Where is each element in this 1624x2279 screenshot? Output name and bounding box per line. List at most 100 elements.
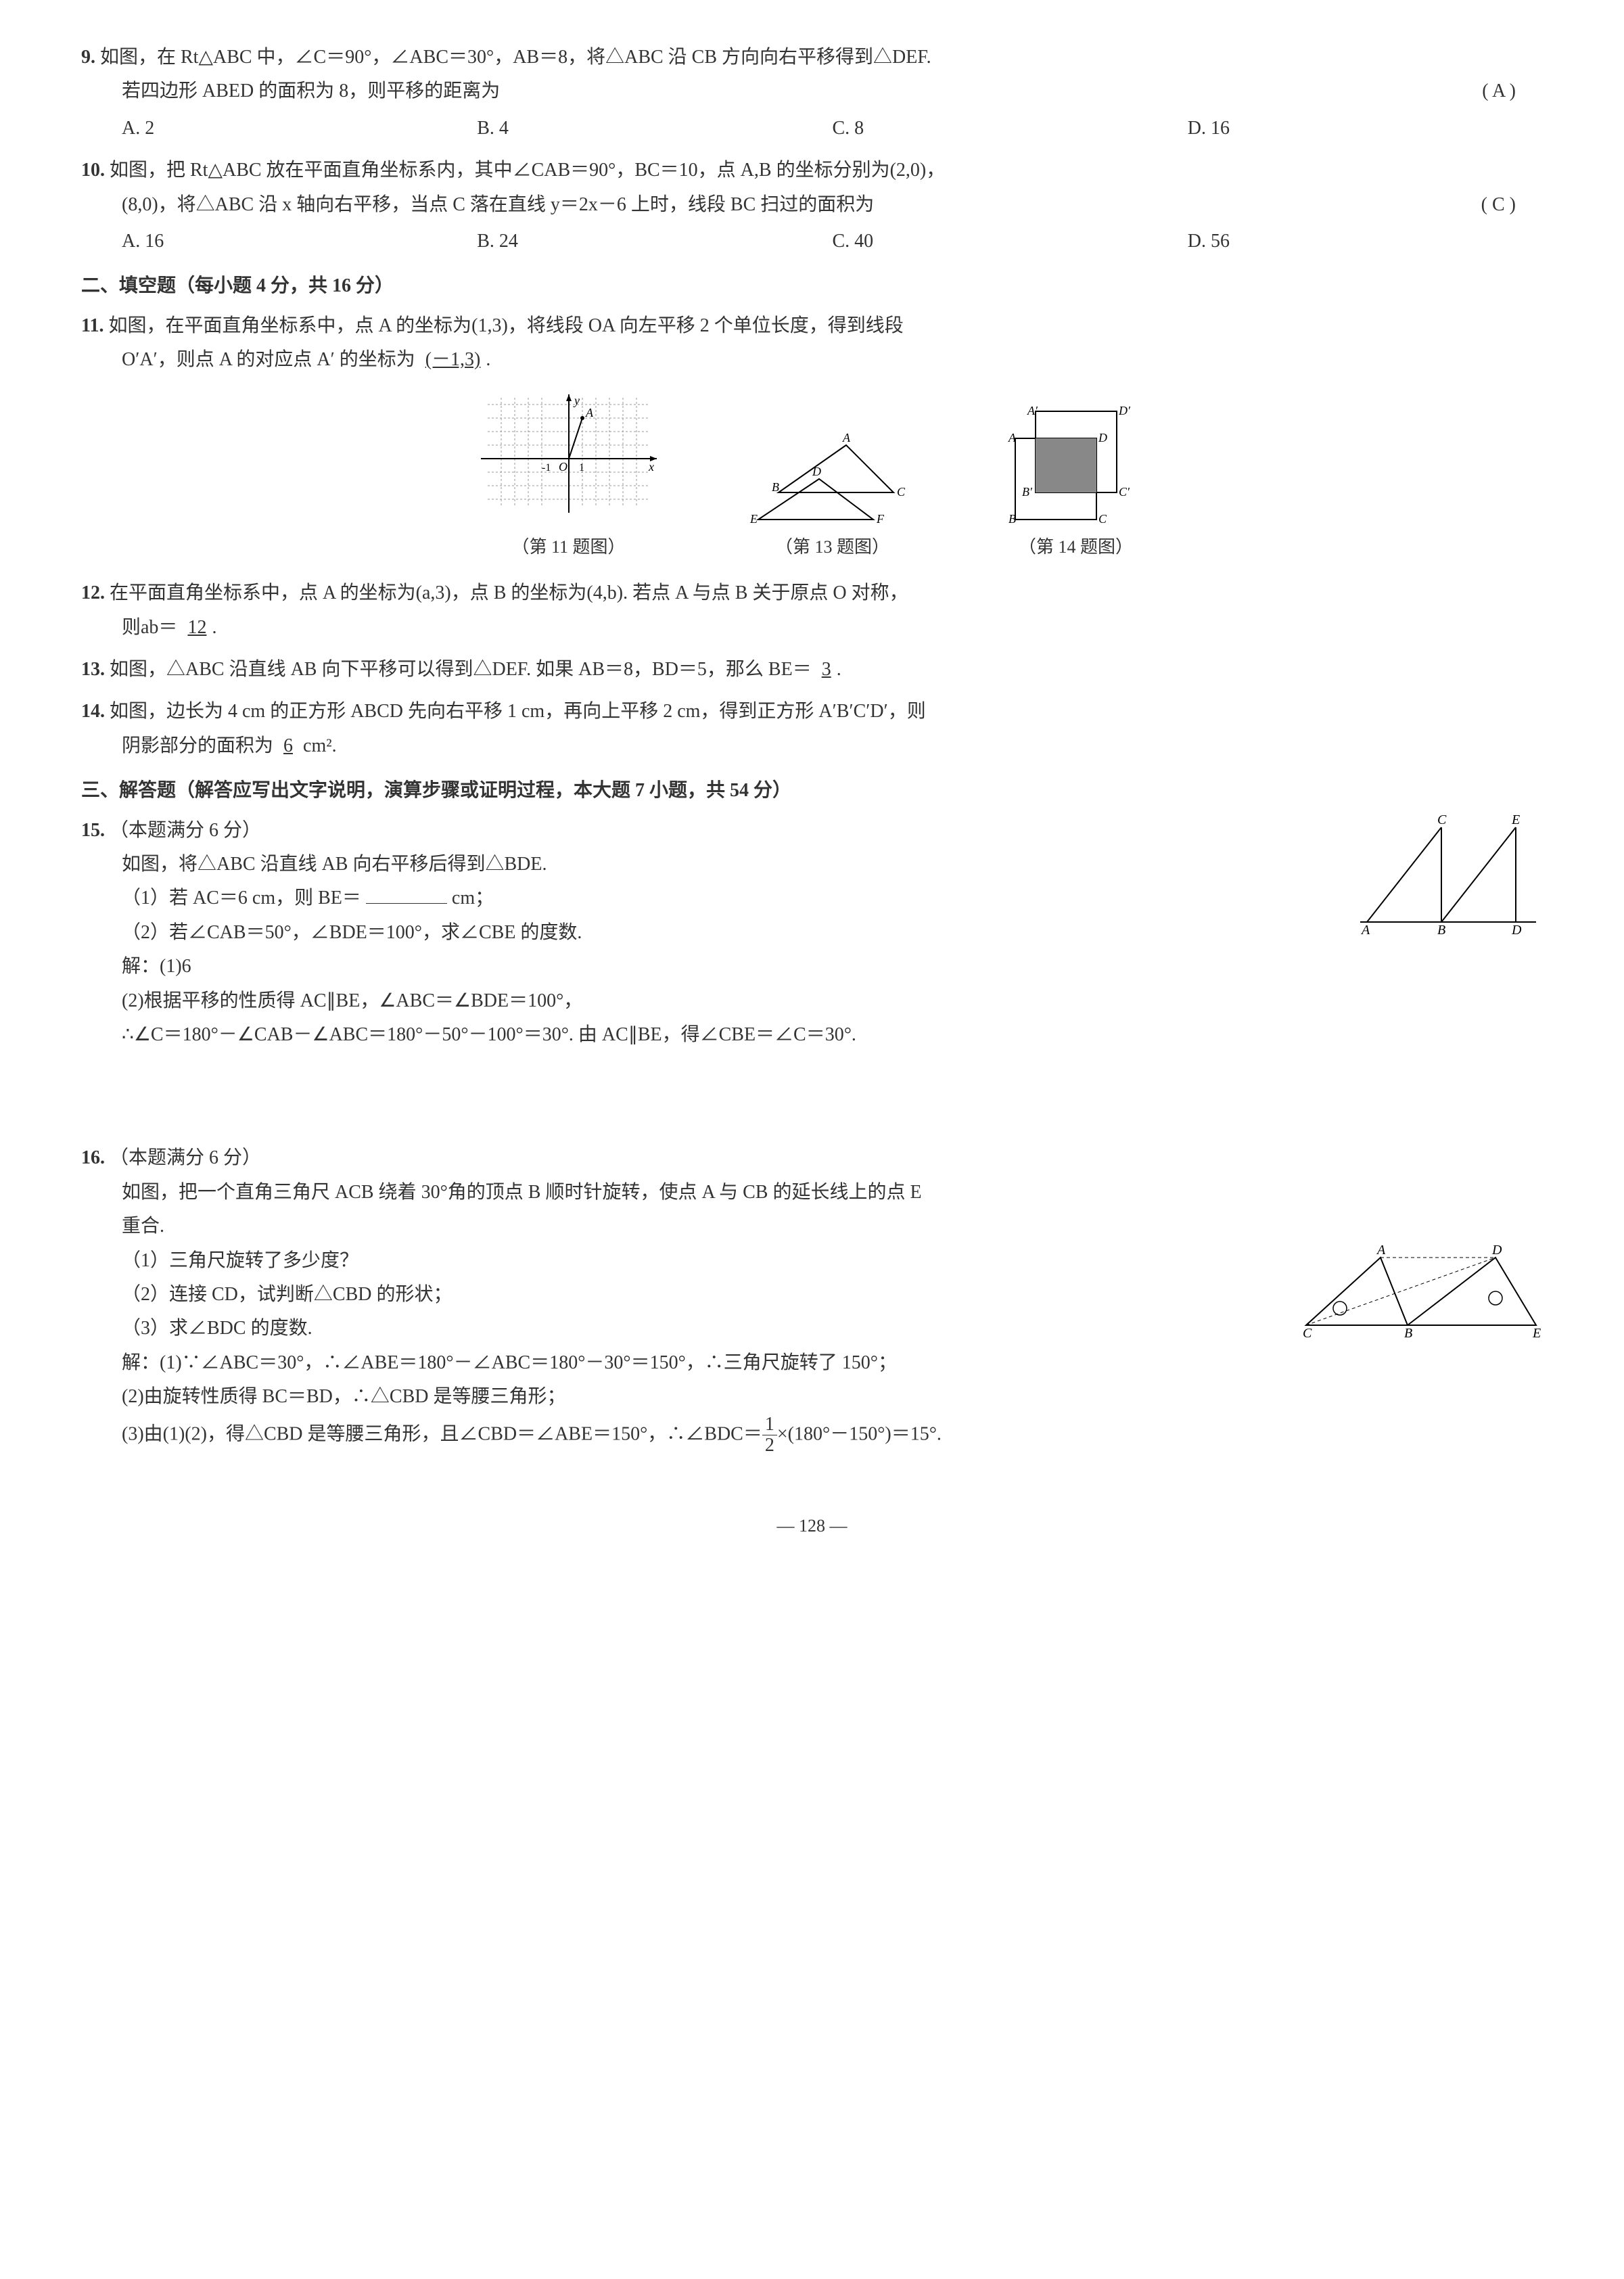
q16-sol1: (1)∵∠ABC＝30°，∴∠ABE＝180°－∠ABC＝180°－30°＝15…: [160, 1352, 897, 1373]
q9-options: A. 2 B. 4 C. 8 D. 16: [81, 112, 1543, 145]
svg-text:C′: C′: [1119, 485, 1130, 499]
q10-text1: 如图，把 Rt△ABC 放在平面直角坐标系内，其中∠CAB＝90°，BC＝10，…: [110, 160, 945, 181]
q15-sol3: ∴∠C＝180°－∠CAB－∠ABC＝180°－50°－100°＝30°. 由 …: [81, 1018, 1543, 1052]
svg-text:D: D: [812, 465, 821, 478]
q9-optC: C. 8: [833, 112, 1188, 145]
svg-text:B: B: [1404, 1326, 1412, 1339]
q13-answer: 3: [816, 659, 837, 680]
svg-text:B: B: [1437, 923, 1445, 936]
svg-text:E: E: [1532, 1326, 1541, 1339]
q15-text: 如图，将△ABC 沿直线 AB 向右平移后得到△BDE.: [81, 848, 1543, 881]
q9-text2: 若四边形 ABED 的面积为 8，则平移的距离为: [122, 80, 500, 101]
q11-num: 11.: [81, 315, 103, 336]
q10-optD: D. 56: [1188, 225, 1543, 258]
section-3-title: 三、解答题（解答应写出文字说明，演算步骤或证明过程，本大题 7 小题，共 54 …: [81, 774, 1543, 808]
q16-sol-label: 解：: [122, 1352, 160, 1373]
figure-11: A -1 O y x 1 （第 11 题图）: [474, 391, 664, 563]
svg-text:A′: A′: [1027, 405, 1038, 417]
q15-num: 15.: [81, 820, 105, 841]
q16-frac-den: 2: [762, 1435, 777, 1456]
q10-options: A. 16 B. 24 C. 40 D. 56: [81, 225, 1543, 258]
fig13-svg: A B C D E F: [745, 432, 921, 526]
q11-text2: O′A′，则点 A 的对应点 A′ 的坐标为: [122, 349, 415, 370]
q9-optA: A. 2: [122, 112, 477, 145]
page-number: — 128 —: [81, 1511, 1543, 1542]
figure-16: C B E A D: [1299, 1244, 1543, 1339]
svg-text:C: C: [897, 485, 906, 499]
fig11-caption: （第 11 题图）: [474, 532, 664, 563]
q16-sol2: (2)由旋转性质得 BC＝BD，∴△CBD 是等腰三角形；: [81, 1380, 1543, 1414]
q16-title: （本题满分 6 分）: [110, 1147, 261, 1168]
q16-text1: 如图，把一个直角三角尺 ACB 绕着 30°角的顶点 B 顺时针旋转，使点 A …: [81, 1176, 1543, 1210]
question-15: 15. （本题满分 6 分） A B D C E 如图，将△ABC 沿直线 AB…: [81, 814, 1543, 1053]
figure-15: A B D C E: [1353, 814, 1543, 936]
q12-answer: 12: [182, 617, 212, 638]
q11-text1: 如图，在平面直角坐标系中，点 A 的坐标为(1,3)，将线段 OA 向左平移 2…: [108, 315, 903, 336]
q12-num: 12.: [81, 582, 105, 603]
svg-text:C: C: [1098, 512, 1107, 526]
question-10: 10. 如图，把 Rt△ABC 放在平面直角坐标系内，其中∠CAB＝90°，BC…: [81, 154, 1543, 258]
q15-sol-label: 解：: [122, 956, 160, 977]
q10-optA: A. 16: [122, 225, 477, 258]
section-2-title: 二、填空题（每小题 4 分，共 16 分）: [81, 269, 1543, 303]
q15-part1: （1）若 AC＝6 cm，则 BE＝: [122, 888, 361, 908]
svg-text:F: F: [876, 512, 885, 526]
svg-text:y: y: [573, 394, 580, 407]
q14-num: 14.: [81, 701, 105, 722]
fig13-caption: （第 13 题图）: [745, 532, 921, 563]
svg-text:D: D: [1491, 1244, 1502, 1258]
svg-text:B: B: [772, 480, 779, 494]
q13-period: .: [837, 659, 841, 680]
question-16: 16. （本题满分 6 分） 如图，把一个直角三角尺 ACB 绕着 30°角的顶…: [81, 1141, 1543, 1456]
q14-unit: cm².: [303, 735, 337, 756]
q13-text: 如图，△ABC 沿直线 AB 向下平移可以得到△DEF. 如果 AB＝8，BD＝…: [110, 659, 812, 680]
svg-text:D′: D′: [1118, 405, 1131, 417]
fig16-svg: C B E A D: [1299, 1244, 1543, 1339]
question-9: 9. 如图，在 Rt△ABC 中，∠C＝90°，∠ABC＝30°，AB＝8，将△…: [81, 41, 1543, 145]
question-11: 11. 如图，在平面直角坐标系中，点 A 的坐标为(1,3)，将线段 OA 向左…: [81, 309, 1543, 377]
q15-title: （本题满分 6 分）: [110, 820, 261, 841]
fig15-svg: A B D C E: [1353, 814, 1543, 936]
q9-answer: ( A ): [1482, 74, 1516, 108]
question-12: 12. 在平面直角坐标系中，点 A 的坐标为(a,3)，点 B 的坐标为(4,b…: [81, 576, 1543, 645]
svg-text:B: B: [1008, 512, 1016, 526]
q10-num: 10.: [81, 160, 105, 181]
q9-optD: D. 16: [1188, 112, 1543, 145]
q9-num: 9.: [81, 47, 95, 68]
q12-text2: 则ab＝: [122, 617, 177, 638]
svg-text:-1: -1: [542, 462, 551, 474]
svg-text:A: A: [1008, 431, 1017, 444]
svg-text:B′: B′: [1022, 485, 1033, 499]
svg-text:C: C: [1303, 1326, 1312, 1339]
q10-text2: (8,0)，将△ABC 沿 x 轴向右平移，当点 C 落在直线 y＝2x－6 上…: [122, 194, 874, 215]
svg-text:A: A: [842, 432, 851, 444]
q11-answer: (－1,3): [420, 349, 486, 370]
q16-text2: 重合.: [81, 1210, 1543, 1243]
q15-sol2: (2)根据平移的性质得 AC∥BE，∠ABC＝∠BDE＝100°，: [81, 984, 1543, 1018]
q9-optB: B. 4: [477, 112, 832, 145]
q9-text1: 如图，在 Rt△ABC 中，∠C＝90°，∠ABC＝30°，AB＝8，将△ABC…: [100, 47, 931, 68]
question-13: 13. 如图，△ABC 沿直线 AB 向下平移可以得到△DEF. 如果 AB＝8…: [81, 653, 1543, 687]
svg-text:A: A: [585, 406, 594, 419]
q15-part1unit: cm；: [452, 888, 494, 908]
q10-optC: C. 40: [833, 225, 1188, 258]
q15-part2: （2）若∠CAB＝50°，∠BDE＝100°，求∠CBE 的度数.: [81, 916, 1543, 950]
svg-text:A: A: [1376, 1244, 1386, 1258]
q15-blank: [366, 903, 447, 904]
svg-text:A: A: [1360, 923, 1370, 936]
svg-text:C: C: [1437, 814, 1447, 827]
q10-optB: B. 24: [477, 225, 832, 258]
svg-text:D: D: [1511, 923, 1522, 936]
q16-sol3b: ×(180°－150°)＝15°.: [777, 1423, 942, 1444]
svg-text:E: E: [1511, 814, 1520, 827]
q14-answer: 6: [278, 735, 298, 756]
svg-text:E: E: [749, 512, 758, 526]
fig14-caption: （第 14 题图）: [1002, 532, 1151, 563]
q12-period: .: [212, 617, 216, 638]
figures-row: A -1 O y x 1 （第 11 题图） A B C D E F （第 13…: [81, 391, 1543, 563]
svg-text:x: x: [648, 460, 654, 474]
fig11-svg: A -1 O y x 1: [474, 391, 664, 526]
figure-14: A D B C A′ D′ B′ C′ （第 14 题图）: [1002, 405, 1151, 563]
q14-text2: 阴影部分的面积为: [122, 735, 273, 756]
q14-text1: 如图，边长为 4 cm 的正方形 ABCD 先向右平移 1 cm，再向上平移 2…: [110, 701, 926, 722]
